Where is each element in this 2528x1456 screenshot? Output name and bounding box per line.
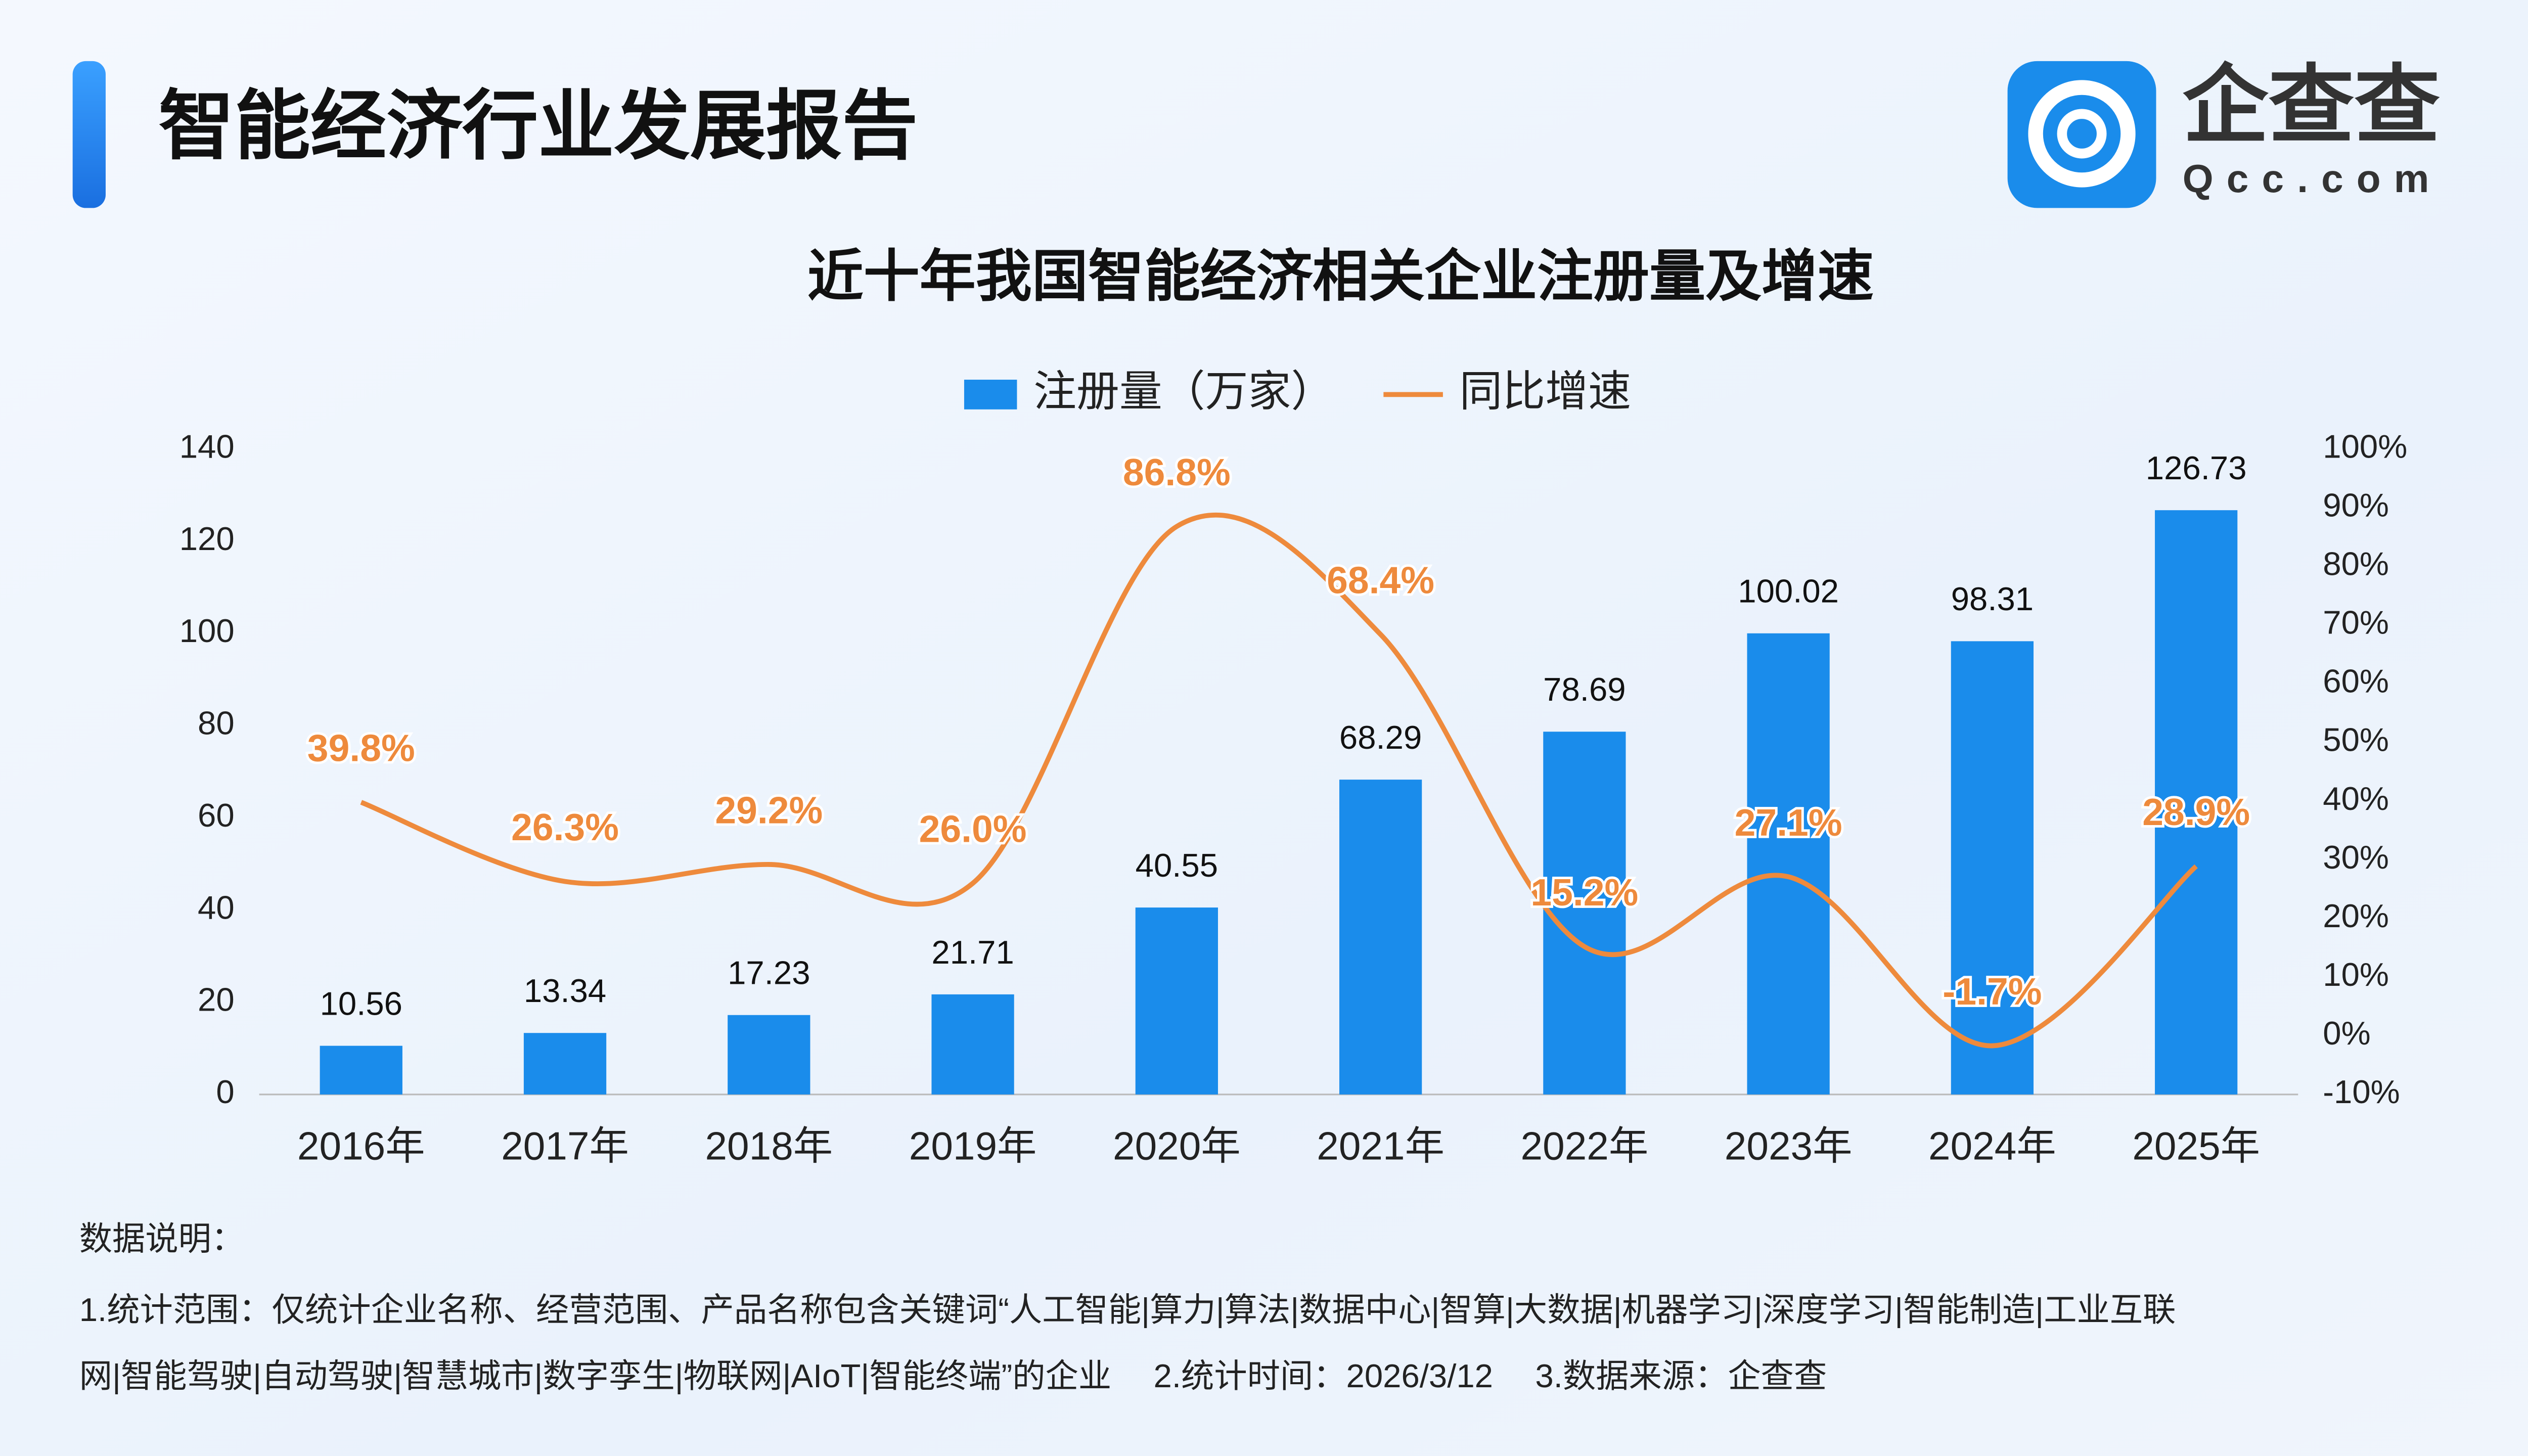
y2-tick-label: -10% bbox=[2323, 1073, 2400, 1110]
bar bbox=[1747, 633, 1830, 1095]
y2-tick-label: 10% bbox=[2323, 956, 2389, 993]
chart-title: 近十年我国智能经济相关企业注册量及增速 bbox=[807, 244, 1874, 307]
bar-value-label: 68.29 bbox=[1339, 719, 1422, 756]
x-tick-label: 2019年 bbox=[909, 1123, 1037, 1168]
y2-tick-label: 100% bbox=[2323, 428, 2407, 465]
y-tick-label: 80 bbox=[198, 705, 235, 742]
logo-core bbox=[2057, 109, 2107, 159]
line-value-label: 29.2% bbox=[715, 789, 823, 832]
y-tick-label: 40 bbox=[198, 889, 235, 926]
line-value-label: 27.1% bbox=[1735, 801, 1842, 844]
y2-tick-label: 0% bbox=[2323, 1015, 2370, 1052]
y2-tick-label: 70% bbox=[2323, 604, 2389, 641]
y2-tick-label: 80% bbox=[2323, 545, 2389, 582]
y-tick-label: 120 bbox=[179, 520, 235, 557]
line-value-label: 86.8% bbox=[1123, 451, 1231, 493]
bar-value-label: 21.71 bbox=[931, 934, 1014, 971]
legend-label: 同比增速 bbox=[1460, 367, 1632, 415]
x-tick-label: 2021年 bbox=[1317, 1123, 1444, 1168]
line-value-label: 39.8% bbox=[307, 727, 415, 769]
bar-value-label: 10.56 bbox=[320, 985, 402, 1022]
x-tick-label: 2020年 bbox=[1113, 1123, 1241, 1168]
bar-value-label: 100.02 bbox=[1738, 573, 1839, 610]
bar-value-label: 78.69 bbox=[1543, 671, 1626, 708]
bar bbox=[931, 994, 1014, 1095]
bar-value-label: 13.34 bbox=[524, 972, 606, 1009]
bar-value-label: 17.23 bbox=[728, 954, 810, 991]
x-tick-label: 2018年 bbox=[705, 1123, 833, 1168]
y-tick-label: 0 bbox=[216, 1073, 234, 1110]
bar bbox=[1543, 732, 1626, 1095]
logo-ring bbox=[2028, 80, 2136, 188]
x-tick-label: 2022年 bbox=[1521, 1123, 1649, 1168]
y2-tick-label: 40% bbox=[2323, 780, 2389, 817]
bar-value-label: 40.55 bbox=[1136, 847, 1218, 884]
y-tick-label: 60 bbox=[198, 797, 235, 834]
bar bbox=[1339, 780, 1422, 1095]
line-value-label: 26.0% bbox=[919, 808, 1027, 850]
bar bbox=[320, 1045, 402, 1095]
bar bbox=[1135, 907, 1218, 1095]
x-tick-label: 2017年 bbox=[501, 1123, 629, 1168]
line bbox=[360, 513, 2198, 1049]
x-tick-label: 2025年 bbox=[2132, 1123, 2260, 1168]
line-value-label: 15.2% bbox=[1530, 871, 1638, 914]
bar bbox=[1951, 641, 2034, 1095]
line-value-label: 26.3% bbox=[511, 806, 619, 848]
y-tick-label: 100 bbox=[179, 612, 235, 649]
brand-domain: Qcc.com bbox=[2183, 156, 2443, 201]
y2-tick-label: 60% bbox=[2323, 663, 2389, 700]
x-tick-label: 2016年 bbox=[297, 1123, 425, 1168]
notes-line: 1.统计范围：仅统计企业名称、经营范围、产品名称包含关键词“人工智能|算力|算法… bbox=[79, 1291, 2176, 1328]
line-value-label: -1.7% bbox=[1943, 970, 2042, 1013]
bar bbox=[2155, 510, 2238, 1095]
brand-name: 企查查 bbox=[2183, 57, 2441, 153]
notes-line: 网|智能驾驶|自动驾驶|智慧城市|数字孪生|物联网|AIoT|智能终端”的企业 … bbox=[79, 1357, 1827, 1394]
y2-tick-label: 90% bbox=[2323, 486, 2389, 523]
line-value-label: 28.9% bbox=[2142, 791, 2250, 833]
legend-label: 注册量（万家） bbox=[1033, 367, 1334, 415]
header-accent bbox=[72, 61, 106, 208]
y2-tick-label: 50% bbox=[2323, 721, 2389, 758]
y2-tick-label: 30% bbox=[2323, 839, 2389, 876]
header-title: 智能经济行业发展报告 bbox=[158, 83, 918, 168]
line-value-label: 68.4% bbox=[1327, 559, 1434, 602]
bar-value-label: 98.31 bbox=[1951, 580, 2034, 617]
y-tick-label: 20 bbox=[198, 981, 235, 1018]
x-tick-label: 2024年 bbox=[1928, 1123, 2056, 1168]
bar-value-label: 126.73 bbox=[2146, 449, 2247, 486]
x-tick-label: 2023年 bbox=[1725, 1123, 1853, 1168]
y2-tick-label: 20% bbox=[2323, 897, 2389, 934]
bar bbox=[523, 1033, 607, 1095]
y-tick-label: 140 bbox=[179, 428, 235, 465]
legend-swatch bbox=[964, 380, 1017, 410]
notes-title: 数据说明： bbox=[79, 1220, 244, 1257]
bar bbox=[728, 1015, 810, 1095]
